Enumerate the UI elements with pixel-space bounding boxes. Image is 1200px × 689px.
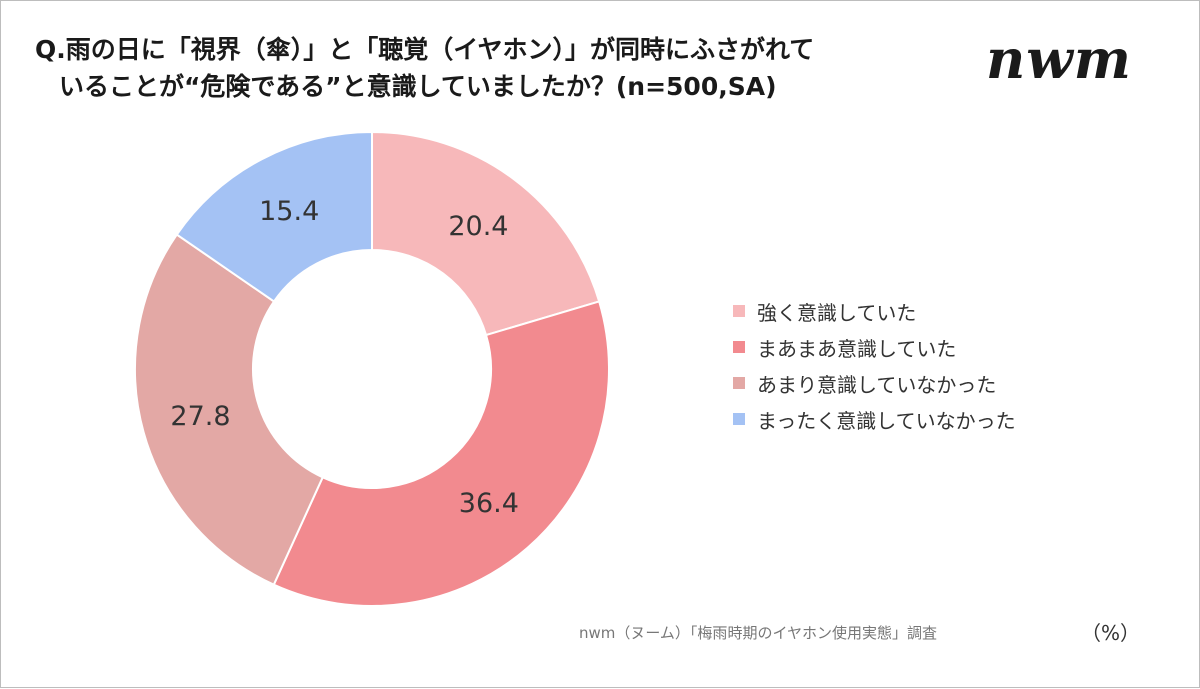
- legend-label: あまり意識していなかった: [757, 372, 997, 397]
- title-line-1: Q.雨の日に「視界（傘）」と「聴覚（イヤホン）」が同時にふさがれて: [35, 35, 815, 64]
- brand-logo: nwm: [986, 27, 1132, 91]
- legend-swatch: [733, 377, 745, 389]
- chart-title: Q.雨の日に「視界（傘）」と「聴覚（イヤホン）」が同時にふさがれて いることが“…: [35, 31, 935, 105]
- slice-value-label-1: 20.4: [448, 211, 508, 242]
- legend-label: まったく意識していなかった: [757, 408, 1016, 433]
- legend-swatch: [733, 341, 745, 353]
- donut-slice-4: [175, 130, 373, 303]
- legend-swatch: [733, 305, 745, 317]
- donut-slice-2: [272, 300, 610, 607]
- unit-label: （%）: [1081, 621, 1141, 645]
- donut-slice-1: [371, 130, 601, 337]
- slice-value-label-3: 27.8: [170, 401, 230, 432]
- slice-value-label-4: 15.4: [259, 196, 319, 227]
- legend-item-4: まったく意識していなかった: [733, 401, 1016, 437]
- slice-value-label-2: 36.4: [459, 488, 519, 519]
- donut-slice-3: [134, 233, 325, 587]
- legend-item-2: まあまあ意識していた: [733, 329, 1016, 365]
- legend-label: 強く意識していた: [757, 300, 917, 325]
- legend-item-1: 強く意識していた: [733, 293, 1016, 329]
- legend-item-3: あまり意識していなかった: [733, 365, 1016, 401]
- legend-swatch: [733, 413, 745, 425]
- legend-label: まあまあ意識していた: [757, 336, 957, 361]
- title-line-2: いることが“危険である”と意識していましたか？(n=500,SA): [59, 72, 777, 101]
- chart-legend: 強く意識していたまあまあ意識していたあまり意識していなかった まったく意識していな…: [733, 293, 1016, 437]
- source-note: nwm（ヌーム）「梅雨時期のイヤホン使用実態」調査: [579, 624, 937, 642]
